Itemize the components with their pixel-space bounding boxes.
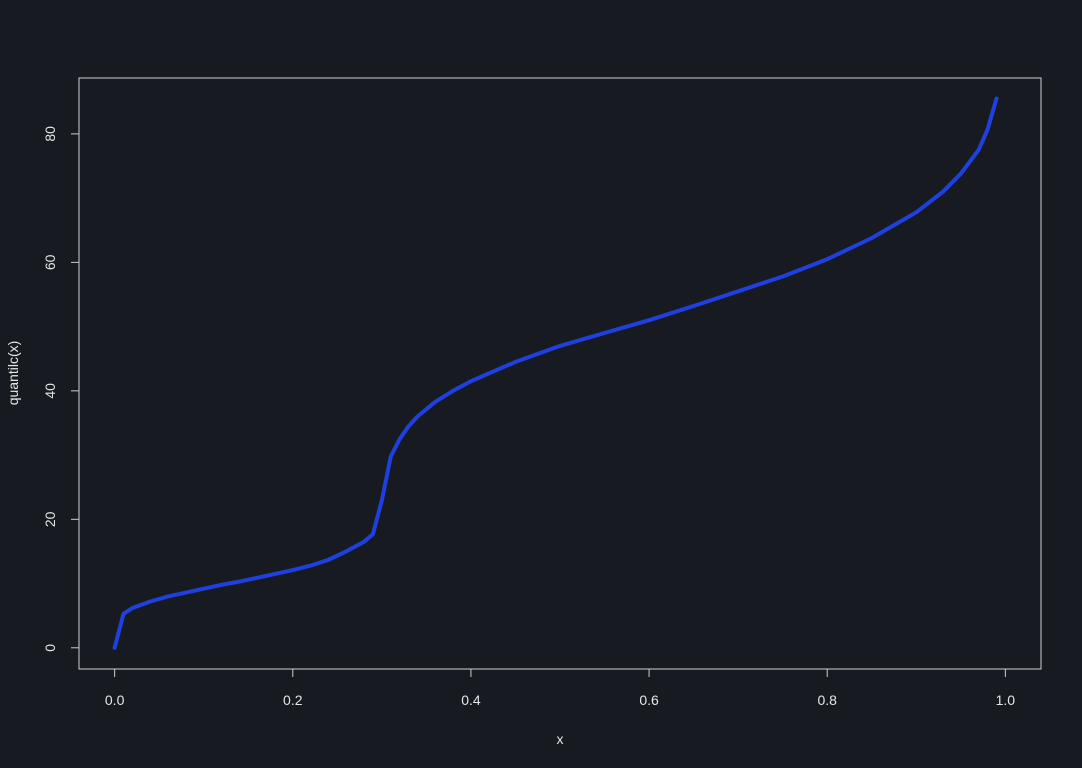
- x-axis: 0.0 0.2 0.4 0.6 0.8 1.0: [105, 668, 1016, 708]
- y-axis-label: quantilc(x): [5, 341, 21, 406]
- y-axis: 0 20 40 60 80: [42, 126, 80, 652]
- x-tick-label: 0.8: [817, 692, 837, 708]
- x-tick-label: 0.0: [105, 692, 125, 708]
- quantile-series-line: [112, 96, 999, 650]
- x-tick-label: 0.4: [461, 692, 481, 708]
- y-tick-label: 0: [42, 644, 58, 652]
- y-tick-label: 80: [42, 126, 58, 142]
- y-tick-label: 40: [42, 383, 58, 399]
- x-tick-label: 1.0: [996, 692, 1016, 708]
- x-tick-label: 0.2: [283, 692, 303, 708]
- y-tick-label: 60: [42, 254, 58, 270]
- x-axis-label: x: [557, 731, 564, 747]
- series-layer: [112, 96, 999, 650]
- x-tick-label: 0.6: [639, 692, 659, 708]
- y-tick-label: 20: [42, 511, 58, 527]
